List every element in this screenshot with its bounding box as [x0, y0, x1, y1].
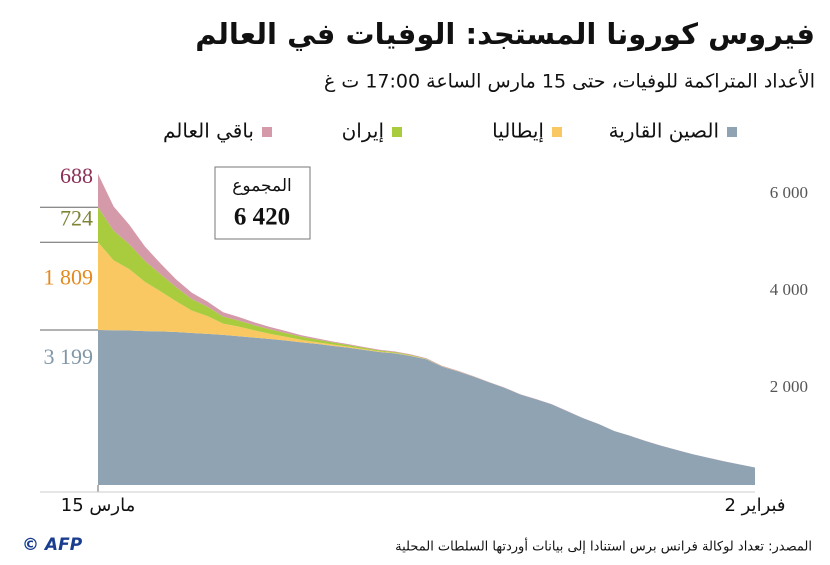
x-tick-label: 2 فبراير [724, 495, 785, 516]
legend-label: الصين القارية [609, 119, 719, 143]
value-label: 1 809 [44, 264, 94, 289]
total-box [214, 166, 311, 240]
credit: © AFP [22, 535, 83, 555]
legend-swatch [392, 127, 402, 137]
total-value: 6 420 [234, 204, 290, 231]
legend-swatch [727, 127, 737, 137]
y-tick-label: 6 000 [770, 183, 808, 202]
area [98, 329, 755, 485]
y-tick-label: 4 000 [770, 280, 808, 299]
value-label: 688 [60, 163, 93, 188]
legend-label: إيطاليا [492, 119, 544, 144]
legend-label: إيران [342, 119, 384, 144]
total-title: المجموع [232, 176, 291, 196]
y-tick-label: 2 000 [770, 377, 808, 396]
value-label: 3 199 [44, 344, 94, 369]
legend-label: باقي العالم [163, 119, 254, 144]
legend-swatch [262, 127, 272, 137]
value-label: 724 [60, 205, 93, 230]
chart-subtitle: الأعداد المتراكمة للوفيات، حتى 15 مارس ا… [324, 70, 815, 93]
x-tick-label: 15 مارس [61, 495, 135, 516]
legend-swatch [552, 127, 562, 137]
source: المصدر: تعداد لوكالة فرانس برس استنادا إ… [395, 538, 812, 555]
chart-title: فيروس كورونا المستجد: الوفيات في العالم [195, 17, 815, 51]
